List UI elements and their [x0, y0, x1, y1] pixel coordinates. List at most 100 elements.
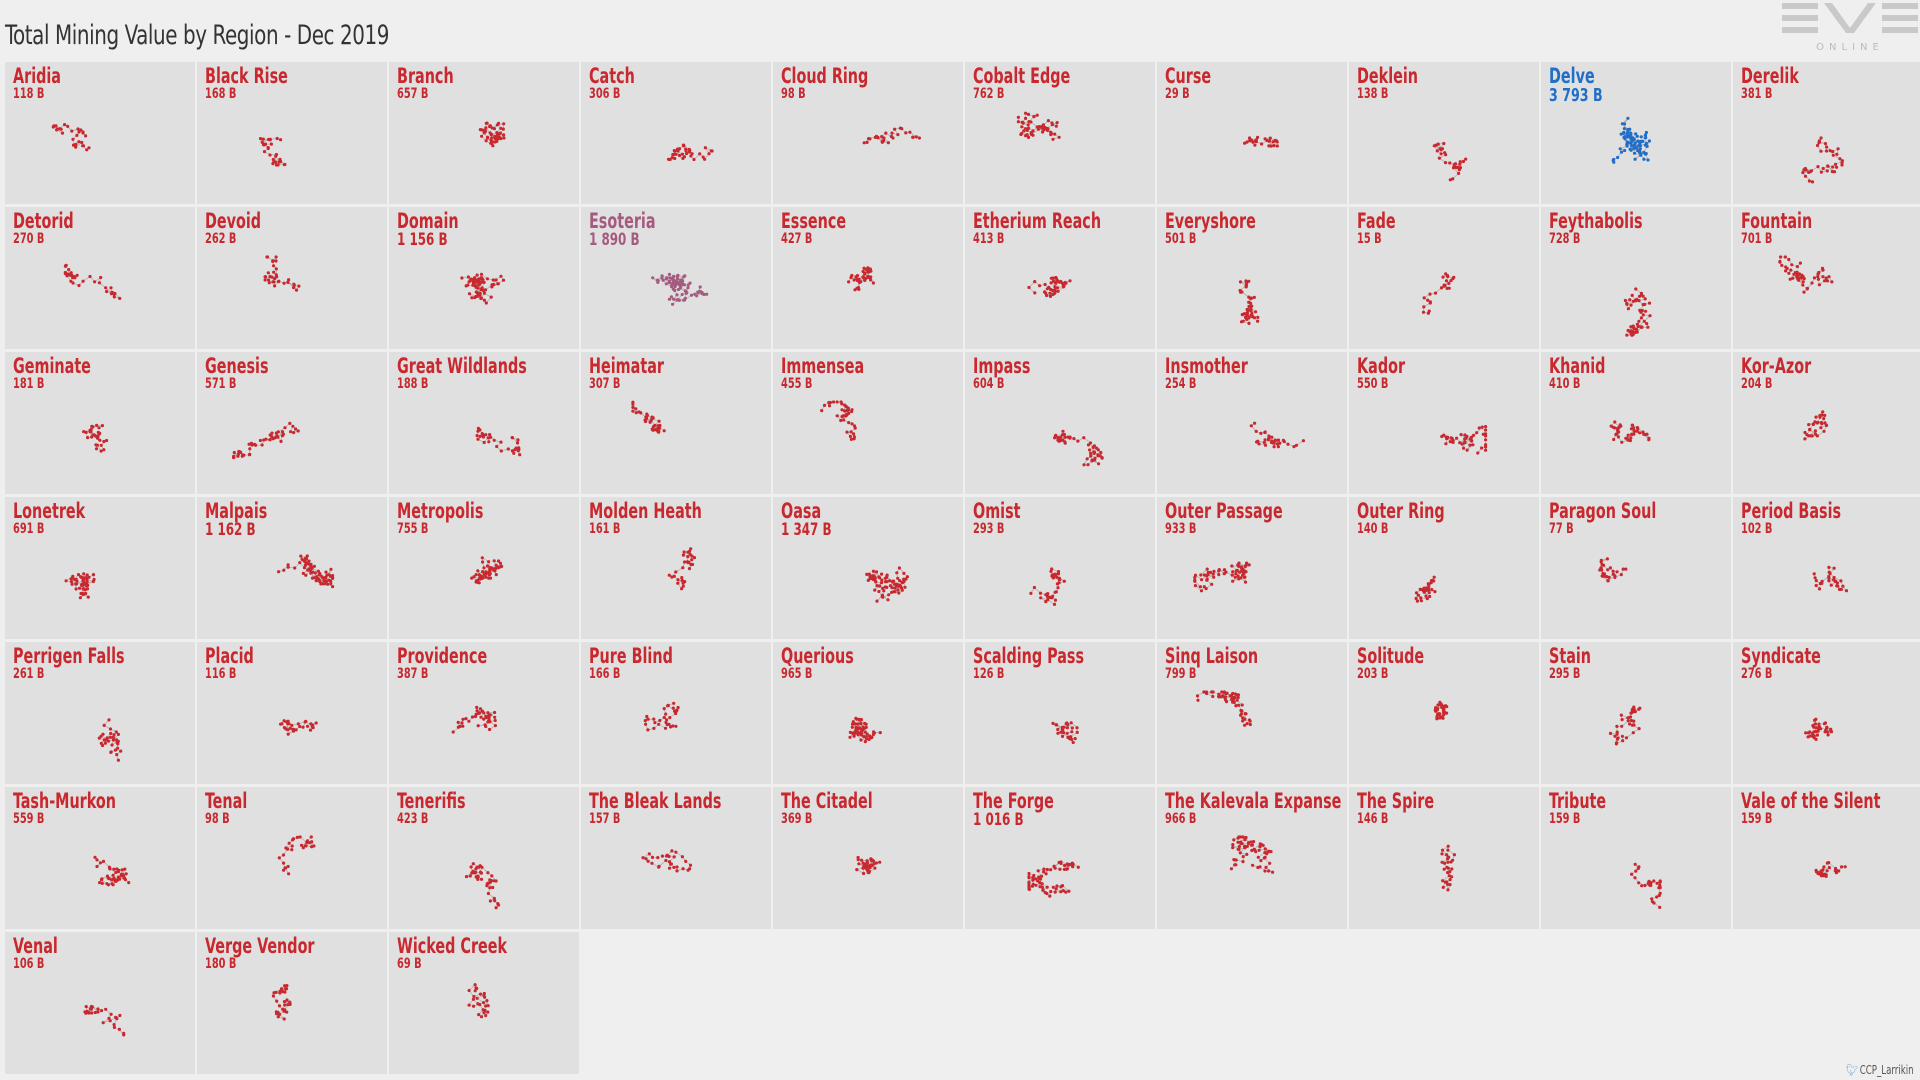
system-dot	[110, 743, 114, 747]
system-dot	[482, 291, 486, 295]
system-dot	[1096, 453, 1100, 457]
system-dot	[859, 721, 863, 725]
system-dot	[666, 704, 670, 708]
system-dot	[695, 294, 699, 298]
system-dot	[647, 852, 651, 856]
system-dot	[267, 278, 271, 282]
system-dot	[1205, 577, 1209, 581]
system-dot	[880, 593, 885, 597]
region-panel-geminate: Geminate 181 B	[5, 352, 195, 494]
system-dot	[329, 582, 333, 586]
chart-title: Total Mining Value by Region - Dec 2019	[5, 20, 390, 51]
system-dot	[1448, 161, 1452, 165]
system-dot	[1027, 871, 1031, 876]
system-dot	[1272, 144, 1276, 148]
system-dot	[268, 275, 272, 279]
system-dot	[662, 715, 666, 720]
system-dot	[657, 429, 661, 433]
system-dot	[114, 730, 118, 734]
system-dot	[309, 722, 313, 726]
system-dot	[302, 566, 307, 570]
system-dot	[1056, 731, 1060, 735]
region-value: 604 B	[973, 376, 1005, 392]
system-dot	[1824, 423, 1829, 428]
system-dot	[493, 724, 497, 728]
system-dot	[481, 1008, 485, 1012]
system-dot	[331, 576, 335, 580]
region-name: Essence	[781, 209, 847, 233]
system-dot	[1778, 259, 1782, 264]
system-dot	[1816, 165, 1820, 169]
system-dot	[1292, 445, 1296, 449]
system-dot	[1061, 285, 1065, 289]
system-dot	[857, 862, 861, 866]
system-dot	[1070, 726, 1074, 730]
region-panel-etherium-reach: Etherium Reach 413 B	[965, 207, 1155, 349]
system-dot	[850, 409, 854, 414]
system-dot	[487, 440, 491, 444]
system-dot	[1050, 574, 1054, 578]
system-dot	[489, 435, 493, 439]
system-dot	[329, 579, 333, 583]
system-dot	[1825, 169, 1829, 173]
system-dot	[260, 443, 264, 447]
system-dot	[1823, 730, 1827, 734]
system-dot	[1821, 275, 1825, 279]
system-dot	[1228, 694, 1232, 698]
region-name: The Kalevala Expanse	[1165, 789, 1342, 813]
system-dot	[262, 438, 266, 442]
system-dot	[468, 874, 472, 878]
system-dot	[1222, 572, 1226, 576]
system-dot	[1628, 715, 1633, 719]
system-dot	[464, 717, 468, 721]
system-dot	[657, 419, 661, 423]
system-dot	[292, 282, 296, 286]
system-dot	[1831, 165, 1835, 169]
system-dot	[1445, 705, 1449, 709]
system-dot	[1630, 144, 1634, 148]
system-dot	[1626, 438, 1630, 442]
system-dot	[1638, 147, 1642, 151]
system-dot	[1814, 730, 1818, 734]
region-value: 166 B	[589, 666, 621, 682]
system-dot	[488, 899, 492, 903]
system-dot	[76, 127, 80, 131]
system-dot	[1212, 569, 1216, 573]
system-dot	[95, 423, 99, 427]
system-dot	[1056, 586, 1060, 590]
system-dot	[479, 877, 484, 881]
region-value: 799 B	[1165, 666, 1197, 682]
region-value: 15 B	[1357, 231, 1382, 247]
system-dot	[298, 561, 302, 565]
system-dot	[682, 275, 686, 279]
system-dot	[1446, 888, 1450, 892]
system-dot	[287, 278, 291, 282]
system-dot	[1435, 717, 1439, 721]
region-name: Perrigen Falls	[13, 644, 125, 668]
system-dot	[1833, 162, 1838, 166]
system-dot	[1240, 567, 1244, 571]
system-dot	[1475, 431, 1479, 435]
system-dot	[309, 562, 313, 566]
system-dot	[856, 286, 861, 290]
system-dot	[1056, 572, 1061, 576]
system-dot	[105, 874, 110, 878]
system-dot	[1829, 727, 1833, 731]
system-dot	[478, 707, 483, 711]
system-dot	[1629, 711, 1633, 715]
system-dot	[1064, 890, 1068, 894]
system-dot	[692, 157, 696, 162]
system-dot	[305, 724, 310, 728]
system-dot	[484, 714, 488, 718]
system-dot	[474, 280, 479, 284]
system-dot	[484, 1004, 488, 1008]
system-dot	[111, 883, 115, 887]
system-dot	[1217, 695, 1221, 699]
system-dot	[310, 845, 314, 849]
system-dot	[1033, 291, 1037, 295]
system-dot	[859, 280, 863, 284]
system-dot	[827, 404, 832, 408]
system-dot	[1469, 435, 1474, 439]
system-dot	[1248, 139, 1252, 143]
region-map-deklein	[1432, 141, 1468, 182]
